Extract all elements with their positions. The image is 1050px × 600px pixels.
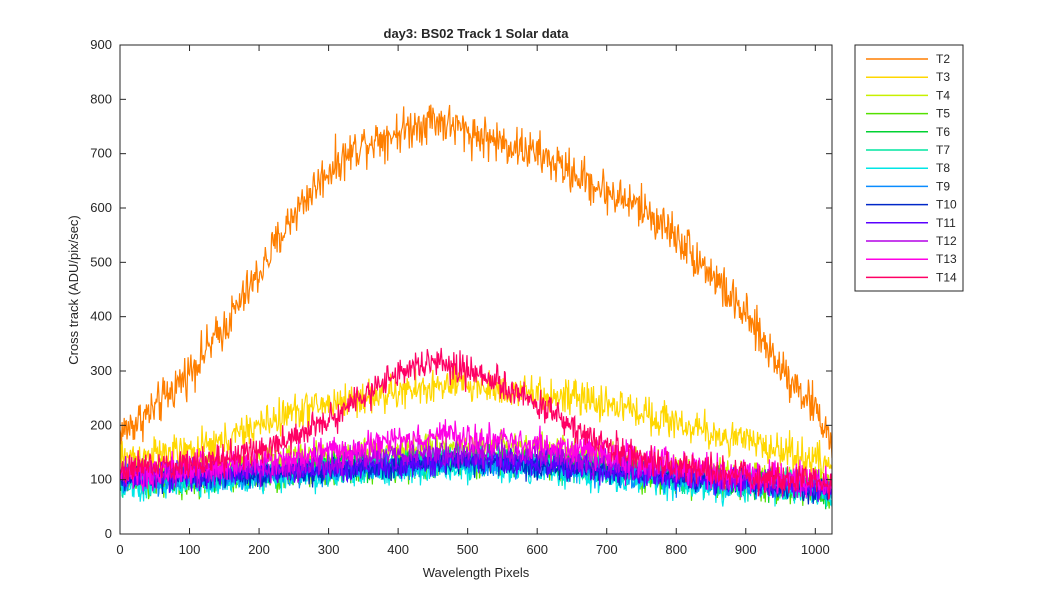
x-tick-label: 200 (248, 542, 270, 557)
y-tick-label: 200 (90, 417, 112, 432)
y-axis-ticks: 0 100 200 300 400 500 600 700 800 900 (90, 37, 832, 541)
y-tick-label: 600 (90, 200, 112, 215)
x-tick-label: 0 (116, 542, 123, 557)
legend-label: T13 (936, 252, 957, 266)
y-tick-label: 400 (90, 309, 112, 324)
legend-label: T5 (936, 107, 950, 121)
y-tick-label: 500 (90, 254, 112, 269)
legend-label: T10 (936, 198, 957, 212)
x-tick-label: 300 (318, 542, 340, 557)
legend-label: T7 (936, 143, 950, 157)
x-axis-ticks: 0 100 200 300 400 500 600 700 800 900 1000 (116, 45, 830, 557)
legend-label: T3 (936, 70, 950, 84)
x-tick-label: 600 (526, 542, 548, 557)
legend-label: T2 (936, 52, 950, 66)
legend: T2 T3 T4 T5 T6 T7 T8 T9 T10 T11 T12 T13 T14 (854, 44, 964, 292)
x-tick-label: 400 (387, 542, 409, 557)
x-tick-label: 100 (179, 542, 201, 557)
x-tick-label: 500 (457, 542, 479, 557)
y-tick-label: 900 (90, 37, 112, 52)
y-tick-label: 800 (90, 91, 112, 106)
y-tick-label: 300 (90, 363, 112, 378)
chart-title: day3: BS02 Track 1 Solar data (384, 26, 570, 41)
x-tick-label: 900 (735, 542, 757, 557)
legend-label: T12 (936, 234, 957, 248)
legend-label: T9 (936, 179, 950, 193)
legend-label: T6 (936, 125, 950, 139)
y-tick-label: 700 (90, 146, 112, 161)
series-line-t14 (120, 347, 832, 501)
x-tick-label: 800 (665, 542, 687, 557)
series-layer (120, 104, 832, 510)
legend-label: T11 (936, 216, 956, 230)
y-axis-label: Cross track (ADU/pix/sec) (66, 215, 81, 365)
legend-label: T4 (936, 88, 950, 102)
y-tick-label: 0 (105, 526, 112, 541)
legend-label: T8 (936, 161, 950, 175)
series-line-t2 (120, 104, 832, 459)
plot-area: 0 100 200 300 400 500 600 700 800 900 1000 0 100 200… (90, 37, 833, 557)
x-tick-label: 700 (596, 542, 618, 557)
axes-box (119, 44, 833, 535)
legend-label: T14 (936, 270, 957, 284)
y-tick-label: 100 (90, 472, 112, 487)
x-axis-label: Wavelength Pixels (423, 565, 530, 580)
x-tick-label: 1000 (801, 542, 830, 557)
